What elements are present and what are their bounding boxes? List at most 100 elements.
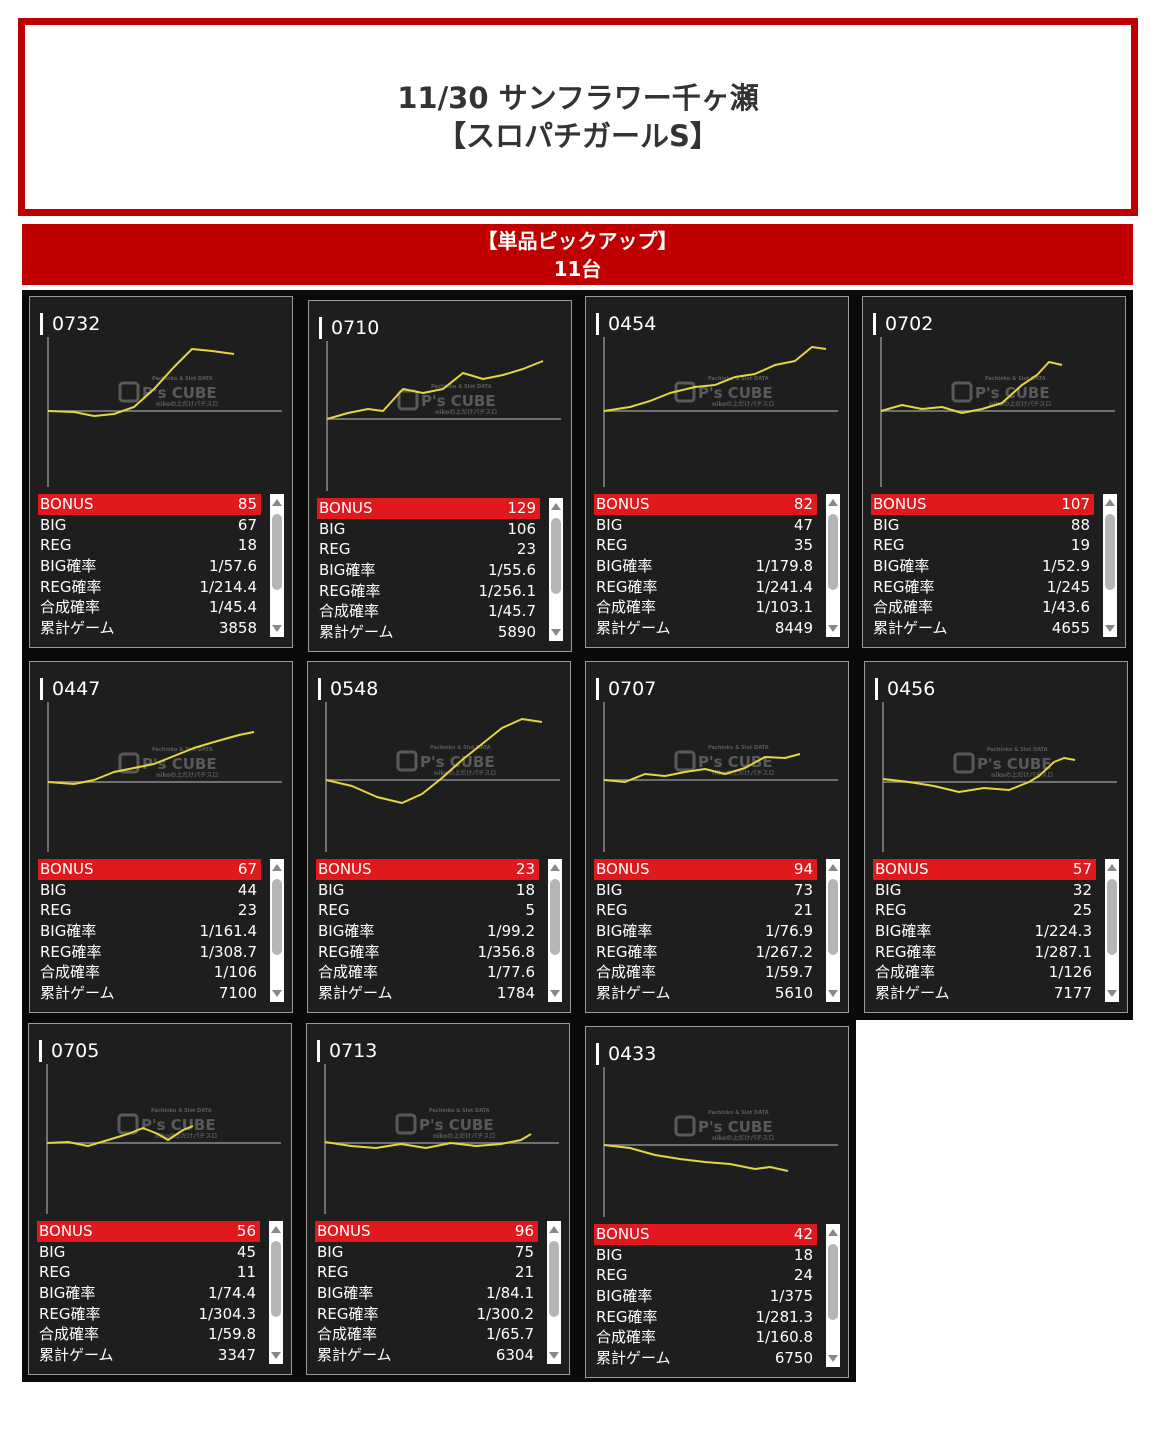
stat-value: 67: [237, 860, 257, 878]
stats-scrollbar[interactable]: [270, 859, 284, 1002]
stat-row-combined-prob: 合成確率 1/65.7: [315, 1324, 538, 1345]
watermark-small-bottom: nikoの上だけパチスロ: [712, 1134, 774, 1142]
stats-scrollbar[interactable]: [270, 494, 284, 637]
scroll-thumb[interactable]: [1107, 879, 1117, 955]
scroll-down-arrow-icon[interactable]: [551, 629, 561, 636]
stat-value: 1/77.6: [487, 963, 535, 982]
slump-graph: P's CUBE Pachinko & Slot DATA nikoの上だけパチスロ: [603, 702, 838, 852]
stat-value: 5890: [497, 623, 536, 642]
scroll-thumb[interactable]: [550, 879, 560, 955]
slump-graph: P's CUBE Pachinko & Slot DATA nikoの上だけパチスロ: [882, 702, 1117, 852]
scroll-down-arrow-icon[interactable]: [550, 990, 560, 997]
machine-number: 0710: [319, 317, 379, 339]
stat-label: 合成確率: [39, 1325, 100, 1344]
scroll-down-arrow-icon[interactable]: [828, 1355, 838, 1362]
stats-scrollbar[interactable]: [826, 859, 840, 1002]
scroll-up-arrow-icon[interactable]: [272, 499, 282, 506]
stat-row-combined-prob: 合成確率 1/43.6: [871, 597, 1094, 618]
stats-scrollbar[interactable]: [269, 1221, 283, 1364]
stat-label: REG: [875, 901, 907, 920]
scroll-up-arrow-icon[interactable]: [1107, 864, 1117, 871]
scroll-thumb[interactable]: [828, 1244, 838, 1320]
machine-number: 0732: [40, 313, 100, 335]
stat-row-big: BIG 88: [871, 515, 1094, 536]
stat-value: 23: [515, 860, 535, 878]
watermark-logo: P's CUBE Pachinko & Slot DATA nikoの上だけパチスロ: [397, 384, 497, 416]
stats-scrollbar[interactable]: [1105, 859, 1119, 1002]
slump-graph: P's CUBE Pachinko & Slot DATA nikoの上だけパチスロ: [326, 341, 561, 491]
watermark-logo: P's CUBE Pachinko & Slot DATA nikoの上だけパチスロ: [396, 745, 496, 777]
scroll-up-arrow-icon[interactable]: [828, 499, 838, 506]
scroll-up-arrow-icon[interactable]: [828, 864, 838, 871]
scroll-thumb[interactable]: [1105, 514, 1115, 590]
watermark-small-bottom: nikoの上だけパチスロ: [991, 771, 1053, 779]
machine-number: 0702: [873, 313, 933, 335]
stat-value: 1/161.4: [199, 922, 257, 941]
scroll-down-arrow-icon[interactable]: [549, 1352, 559, 1359]
stat-value: 3858: [218, 619, 257, 638]
stat-row-bonus: BONUS 67: [38, 859, 261, 880]
slump-graph: P's CUBE Pachinko & Slot DATA nikoの上だけパチスロ: [324, 1064, 559, 1214]
stat-label: BIG確率: [873, 557, 930, 576]
watermark-small-top: Pachinko & Slot DATA: [151, 1108, 212, 1114]
scroll-down-arrow-icon[interactable]: [828, 625, 838, 632]
scroll-down-arrow-icon[interactable]: [272, 990, 282, 997]
stat-value: 82: [793, 495, 813, 513]
scroll-thumb[interactable]: [551, 518, 561, 594]
stat-value: 1/76.9: [765, 922, 813, 941]
scroll-thumb[interactable]: [271, 1241, 281, 1317]
stat-label: 累計ゲーム: [596, 1349, 671, 1368]
scroll-down-arrow-icon[interactable]: [828, 990, 838, 997]
stat-label: 合成確率: [318, 963, 379, 982]
stat-value: 18: [237, 536, 257, 555]
machine-number: 0713: [317, 1040, 377, 1062]
scroll-down-arrow-icon[interactable]: [271, 1352, 281, 1359]
scroll-thumb[interactable]: [549, 1241, 559, 1317]
stat-label: REG: [40, 901, 72, 920]
stat-row-reg-prob: REG確率 1/241.4: [594, 577, 817, 598]
graph-line: [603, 1144, 789, 1172]
stat-label: 合成確率: [40, 598, 101, 617]
stat-row-big: BIG 73: [594, 880, 817, 901]
scroll-down-arrow-icon[interactable]: [1105, 625, 1115, 632]
stat-label: BIG確率: [596, 557, 653, 576]
stat-label: 累計ゲーム: [318, 984, 393, 1003]
stat-label: 累計ゲーム: [39, 1346, 114, 1365]
stat-label: 累計ゲーム: [40, 984, 115, 1003]
scroll-up-arrow-icon[interactable]: [551, 503, 561, 510]
scroll-up-arrow-icon[interactable]: [549, 1226, 559, 1233]
stats-scrollbar[interactable]: [548, 859, 562, 1002]
scroll-down-arrow-icon[interactable]: [272, 625, 282, 632]
scroll-thumb[interactable]: [272, 514, 282, 590]
stats-scrollbar[interactable]: [826, 1224, 840, 1367]
scroll-up-arrow-icon[interactable]: [271, 1226, 281, 1233]
scroll-up-arrow-icon[interactable]: [550, 864, 560, 871]
stats-scrollbar[interactable]: [547, 1221, 561, 1364]
scroll-up-arrow-icon[interactable]: [272, 864, 282, 871]
stats-scrollbar[interactable]: [1103, 494, 1117, 637]
watermark-brand: P's CUBE: [142, 384, 217, 402]
watermark-brand: P's CUBE: [421, 392, 496, 410]
stat-row-reg: REG 5: [316, 900, 539, 921]
stat-value: 1/43.6: [1042, 598, 1090, 617]
scroll-thumb[interactable]: [828, 879, 838, 955]
watermark-small-top: Pachinko & Slot DATA: [708, 1110, 769, 1116]
scroll-down-arrow-icon[interactable]: [1107, 990, 1117, 997]
watermark-small-bottom: nikoの上だけパチスロ: [712, 769, 774, 777]
stat-row-reg: REG 23: [38, 900, 261, 921]
stat-label: BIG: [40, 515, 67, 534]
stat-label: BONUS: [40, 860, 94, 878]
scroll-thumb[interactable]: [828, 514, 838, 590]
scroll-thumb[interactable]: [272, 879, 282, 955]
stat-row-total-games: 累計ゲーム 7100: [38, 983, 261, 1004]
stats-scrollbar[interactable]: [826, 494, 840, 637]
stat-value: 1784: [496, 984, 535, 1003]
watermark-small-top: Pachinko & Slot DATA: [152, 747, 213, 753]
stats-table: BONUS 23 BIG 18 REG 5 BIG確率 1/99.2 REG確率 1/356.8 合…: [316, 859, 562, 1004]
scroll-up-arrow-icon[interactable]: [1105, 499, 1115, 506]
graph-line: [324, 1133, 532, 1149]
scroll-up-arrow-icon[interactable]: [828, 1229, 838, 1236]
stat-value: 1/160.8: [755, 1328, 813, 1347]
stat-label: BONUS: [596, 495, 650, 513]
stats-scrollbar[interactable]: [549, 498, 563, 641]
